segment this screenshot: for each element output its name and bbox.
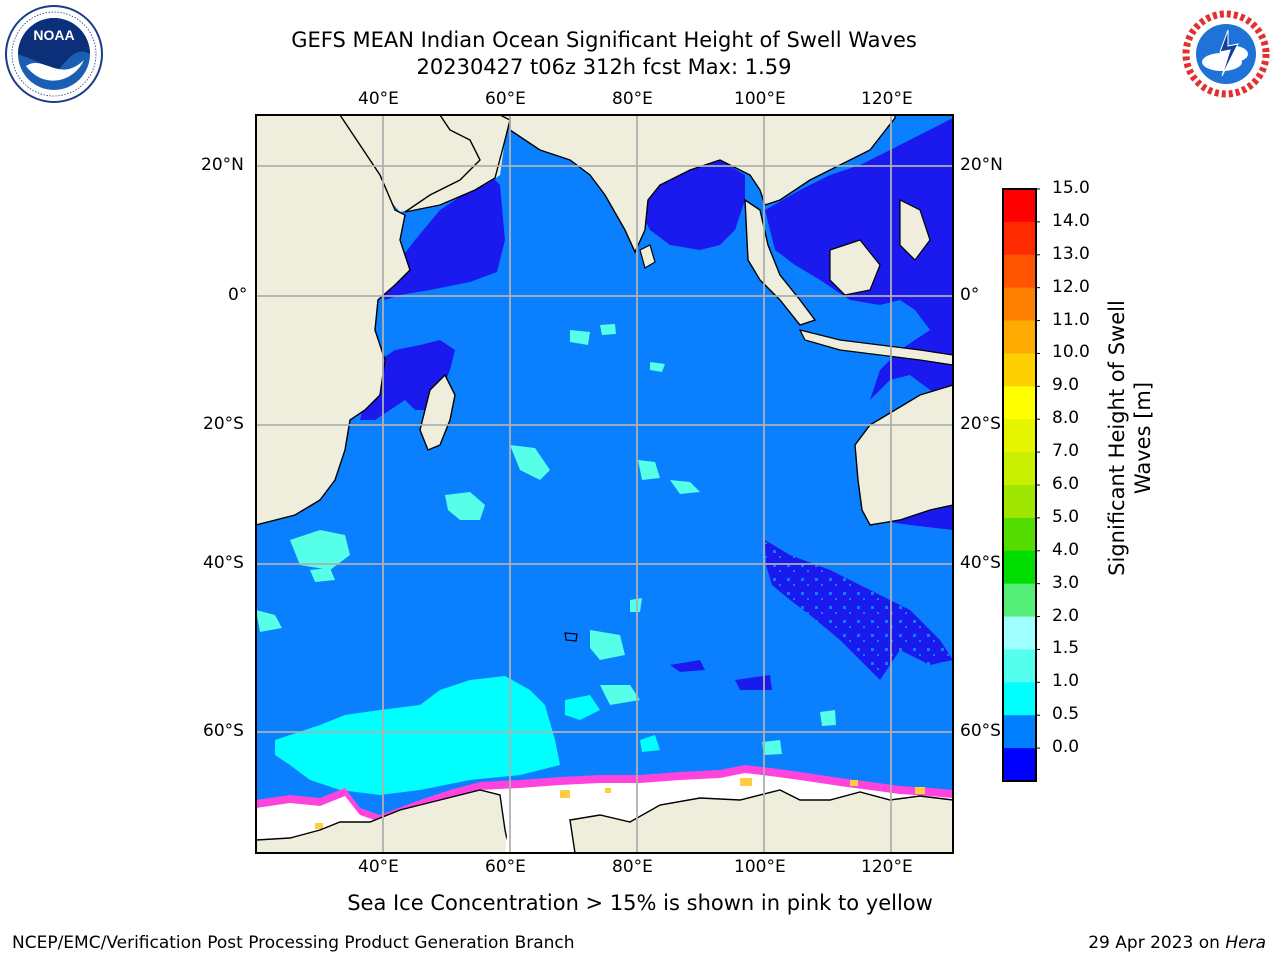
lon-label-bottom-100e: 100°E <box>734 857 786 877</box>
lat-label-right-60s: 60°S <box>960 721 1001 741</box>
lat-label-right-20n: 20°N <box>960 155 1003 175</box>
australia <box>854 384 953 526</box>
lat-label-right-20s: 20°S <box>960 414 1001 434</box>
colorbar-tick-label: 6.0 <box>1052 474 1080 494</box>
arabian-peninsula <box>404 115 511 213</box>
swell-speckles <box>256 324 700 705</box>
map-frame <box>255 114 954 854</box>
noaa-logo: NOAA <box>5 5 103 103</box>
map-gridlines <box>256 115 953 853</box>
malay-peninsula <box>744 198 817 326</box>
africa-landmass <box>256 115 411 526</box>
lat-label-right-0: 0° <box>960 285 980 305</box>
lon-label-top-100e: 100°E <box>734 89 786 109</box>
colorbar-title-line1: Significant Height of Swell <box>1105 300 1129 576</box>
lat-label-left-20n: 20°N <box>201 155 244 175</box>
madagascar <box>419 373 456 451</box>
lat-label-left-60s: 60°S <box>203 721 244 741</box>
colorbar-swatch <box>1003 583 1036 618</box>
colorbar-swatch <box>1003 550 1036 585</box>
colorbar-swatch <box>1003 682 1036 716</box>
colorbar-tick-label: 7.0 <box>1052 441 1080 462</box>
colorbar-swatch <box>1003 254 1036 289</box>
colorbar-swatch <box>1003 221 1036 256</box>
chart-title: GEFS MEAN Indian Ocean Significant Heigh… <box>291 28 917 52</box>
arabian-sea-low-swell <box>382 175 505 300</box>
colorbar-swatch <box>1003 320 1036 354</box>
colorbar-swatch <box>1003 517 1036 552</box>
colorbar-tick-label: 5.0 <box>1052 506 1080 527</box>
colorbar-swatch <box>1003 485 1036 519</box>
colorbar-title-line2: Waves [m] <box>1131 381 1155 495</box>
nws-logo <box>1178 6 1274 102</box>
colorbar-tick-label: 1.5 <box>1052 638 1080 659</box>
colorbar-tick-label: 14.0 <box>1052 210 1090 231</box>
kerguelen-island <box>564 632 578 642</box>
colorbar <box>1002 188 1040 782</box>
lon-label-top-60e: 60°E <box>485 89 526 109</box>
lon-label-bottom-60e: 60°E <box>485 857 526 877</box>
colorbar-tick-label: 12.0 <box>1052 276 1090 297</box>
sea-ice-caption: Sea Ice Concentration > 15% is shown in … <box>347 891 933 915</box>
colorbar-swatch <box>1003 452 1036 486</box>
southern-swell-belt <box>275 676 560 795</box>
java <box>798 329 953 366</box>
lat-label-left-20s: 20°S <box>203 414 244 434</box>
colorbar-tick-label: 4.0 <box>1052 539 1080 560</box>
colorbar-swatch <box>1003 649 1036 683</box>
colorbar-swatch <box>1003 616 1036 650</box>
lat-label-left-0: 0° <box>228 285 248 305</box>
antarctica-east <box>569 789 953 853</box>
lat-label-left-40s: 40°S <box>203 553 244 573</box>
colorbar-swatch <box>1003 287 1036 322</box>
sri-lanka <box>639 244 656 269</box>
borneo <box>829 239 881 296</box>
lon-label-bottom-80e: 80°E <box>612 857 653 877</box>
southern-low-swell <box>765 540 953 680</box>
colorbar-tick-label: 9.0 <box>1052 375 1080 396</box>
colorbar-swatch <box>1003 715 1036 749</box>
colorbar-tick-label: 2.0 <box>1052 605 1080 626</box>
lon-label-top-120e: 120°E <box>861 89 913 109</box>
footer-host: Hera <box>1225 933 1266 953</box>
footer-date: 29 Apr 2023 on Hera <box>1088 933 1266 953</box>
lon-label-top-80e: 80°E <box>612 89 653 109</box>
lat-label-right-40s: 40°S <box>960 553 1001 573</box>
colorbar-tick-label: 10.0 <box>1052 342 1090 363</box>
colorbar-swatch <box>1003 189 1036 223</box>
footer-date-text: 29 Apr 2023 on <box>1088 933 1226 953</box>
colorbar-tick-label: 13.0 <box>1052 243 1090 264</box>
colorbar-swatch <box>1003 386 1036 420</box>
colorbar-tick-label: 3.0 <box>1052 572 1080 593</box>
noaa-logo-text: NOAA <box>33 27 74 43</box>
colorbar-swatch <box>1003 748 1036 782</box>
colorbar-tick-label: 0.0 <box>1052 737 1080 758</box>
indian-subcontinent <box>509 115 896 254</box>
lon-label-bottom-40e: 40°E <box>358 857 399 877</box>
colorbar-tick-label: 11.0 <box>1052 309 1090 330</box>
chart-subtitle: 20230427 t06z 312h fcst Max: 1.59 <box>416 55 792 79</box>
colorbar-swatch <box>1003 419 1036 453</box>
colorbar-tick-label: 8.0 <box>1052 408 1080 429</box>
lon-label-top-40e: 40°E <box>358 89 399 109</box>
colorbar-tick-label: 0.5 <box>1052 704 1080 725</box>
colorbar-swatch <box>1003 353 1036 387</box>
colorbar-tick-label: 15.0 <box>1052 178 1090 198</box>
colorbar-tick-label: 1.0 <box>1052 671 1080 692</box>
lon-label-bottom-120e: 120°E <box>861 857 913 877</box>
colorbar-title: Significant Height of Swell Waves [m] <box>1104 288 1156 588</box>
footer-producer: NCEP/EMC/Verification Post Processing Pr… <box>12 933 575 953</box>
